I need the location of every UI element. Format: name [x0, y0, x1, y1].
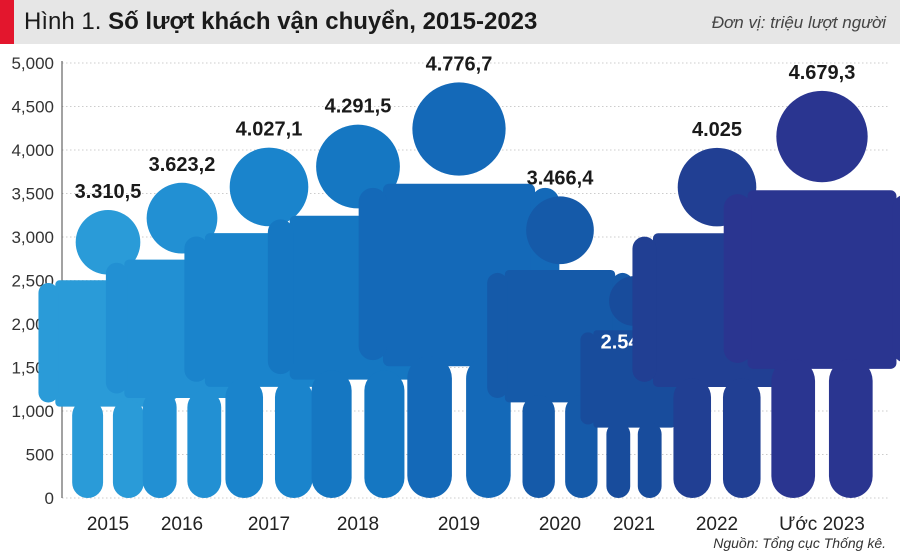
figure-left-leg	[142, 390, 177, 498]
figure-left-arm	[580, 332, 596, 425]
figure-left-arm	[487, 272, 508, 398]
figure-left-arm	[723, 194, 752, 363]
figure-head	[526, 196, 594, 265]
figure-right-leg	[364, 370, 405, 498]
figure-label: Hình 1.	[24, 8, 102, 35]
x-tick-label: 2018	[337, 514, 379, 535]
source-note: Nguồn: Tổng cục Thống kê.	[713, 535, 886, 551]
figure-head	[316, 124, 400, 209]
header-bar	[0, 0, 900, 44]
figure-left-arm	[105, 262, 128, 394]
figure-left-leg	[771, 358, 816, 498]
data-label: 4.776,7	[426, 53, 493, 75]
figure-left-leg	[606, 422, 631, 498]
data-label: 4.025	[692, 119, 742, 141]
figure-head	[229, 147, 309, 227]
x-tick-label: 2017	[248, 514, 290, 535]
y-tick-label: 4,500	[11, 98, 54, 117]
figure-left-arm	[38, 283, 59, 403]
person-figure	[723, 90, 900, 498]
x-tick-label: 2020	[539, 514, 581, 535]
figure-right-arm	[892, 195, 900, 362]
data-label: 4.679,3	[789, 62, 856, 84]
unit-label: Đơn vị: triệu lượt người	[711, 13, 886, 32]
x-tick-label: Ước 2023	[779, 514, 865, 535]
figure-right-leg	[274, 378, 313, 498]
y-tick-label: 3,500	[11, 185, 54, 204]
figure-head	[75, 209, 141, 275]
data-label: 3.623,2	[149, 154, 216, 176]
title-text: Số lượt khách vận chuyển, 2015-2023	[108, 8, 538, 35]
y-tick-label: 5,000	[11, 54, 54, 73]
figure-left-leg	[72, 399, 104, 498]
x-tick-label: 2021	[613, 514, 655, 535]
chart-title: Hình 1. Số lượt khách vận chuyển, 2015-2…	[24, 8, 537, 36]
y-tick-label: 4,000	[11, 141, 54, 160]
figure-left-leg	[311, 370, 352, 498]
data-label: 3.310,5	[75, 181, 142, 203]
figure-head	[146, 182, 218, 254]
figure-right-leg	[112, 399, 144, 498]
data-label: 4.291,5	[325, 96, 392, 118]
y-tick-label: 1,000	[11, 402, 54, 421]
y-tick-label: 500	[26, 446, 54, 465]
y-tick-label: 3,000	[11, 228, 54, 247]
data-label: 4.027,1	[236, 119, 303, 141]
figure-left-leg	[407, 356, 452, 498]
figure-left-leg	[522, 395, 555, 498]
x-tick-label: 2016	[161, 514, 203, 535]
y-tick-label: 0	[45, 489, 54, 508]
figure-left-arm	[358, 187, 388, 361]
figure-left-leg	[673, 378, 712, 498]
x-tick-label: 2019	[438, 514, 480, 535]
x-tick-label: 2022	[696, 514, 738, 535]
figure-left-arm	[267, 219, 294, 375]
accent-bar	[0, 0, 14, 44]
figure-head	[776, 90, 868, 183]
figure-right-leg	[187, 390, 222, 498]
figure-head	[412, 82, 506, 176]
data-label: 3.466,4	[527, 167, 595, 189]
figure-left-arm	[184, 236, 209, 382]
figure-left-arm	[632, 236, 657, 382]
figure-right-leg	[722, 378, 761, 498]
figure-left-leg	[225, 378, 264, 498]
figure-torso	[747, 190, 897, 369]
figure-right-leg	[828, 358, 873, 498]
x-tick-label: 2015	[87, 514, 129, 535]
figure-right-leg	[637, 422, 662, 498]
